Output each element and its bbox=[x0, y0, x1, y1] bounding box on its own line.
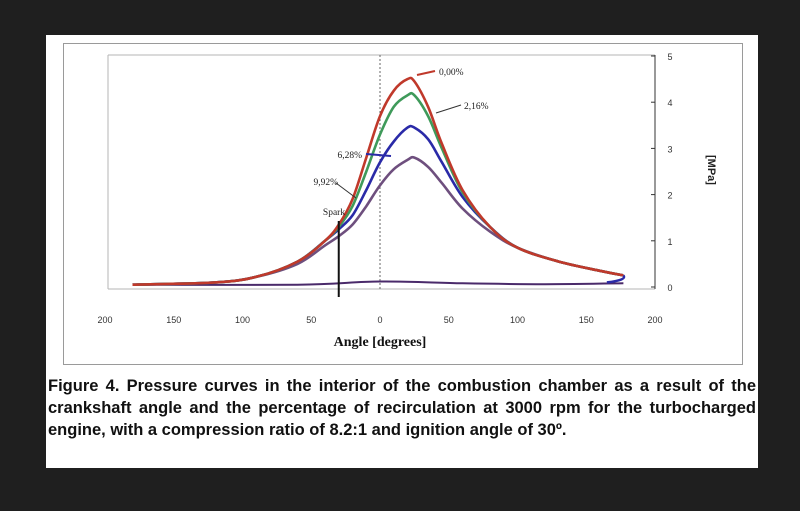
figure-caption: Figure 4. Pressure curves in the interio… bbox=[48, 377, 756, 439]
y-tick-label: 3 bbox=[667, 144, 672, 154]
y-tick-label: 4 bbox=[667, 98, 672, 108]
x-tick-label: 150 bbox=[579, 315, 594, 325]
series-line-0 bbox=[132, 76, 624, 286]
label-leader-2 bbox=[365, 153, 392, 157]
figure-card: 0 1 2 3 4 5 [MPa] 200 150 100 50 0 50 100 150 200 Angle … bbox=[46, 35, 758, 468]
x-tick-label: 200 bbox=[647, 315, 662, 325]
curve-return-loop bbox=[606, 274, 626, 284]
plot-frame bbox=[63, 43, 743, 365]
series-label-3: 9,92% bbox=[313, 178, 338, 188]
baseline-curve bbox=[132, 280, 624, 286]
x-tick-label: 50 bbox=[444, 315, 454, 325]
x-tick-label: 50 bbox=[306, 315, 316, 325]
y-tick-label: 0 bbox=[667, 283, 672, 293]
x-tick-label: 200 bbox=[97, 315, 112, 325]
x-axis-label: Angle [degrees] bbox=[334, 335, 427, 350]
y-tick-label: 2 bbox=[667, 191, 672, 201]
x-tick-label: 100 bbox=[235, 315, 250, 325]
series-label-1: 2,16% bbox=[464, 102, 489, 112]
label-leader-0 bbox=[416, 70, 436, 76]
series-label-2: 6,28% bbox=[337, 151, 362, 161]
x-tick-label: 150 bbox=[166, 315, 181, 325]
y-tick-label: 5 bbox=[667, 52, 672, 62]
y-axis-label: [MPa] bbox=[705, 155, 717, 185]
pressure-chart: 0 1 2 3 4 5 [MPa] 200 150 100 50 0 50 100 150 200 Angle … bbox=[97, 52, 717, 350]
label-leader-3 bbox=[335, 182, 357, 199]
x-tick-label: 100 bbox=[510, 315, 525, 325]
series-line-3 bbox=[132, 155, 624, 286]
series-label-0: 0,00% bbox=[439, 68, 464, 78]
label-leader-1 bbox=[435, 104, 462, 114]
x-tick-label: 0 bbox=[377, 315, 382, 325]
series-line-2 bbox=[132, 124, 624, 286]
spark-label: Spark bbox=[323, 208, 345, 218]
y-tick-label: 1 bbox=[667, 237, 672, 247]
